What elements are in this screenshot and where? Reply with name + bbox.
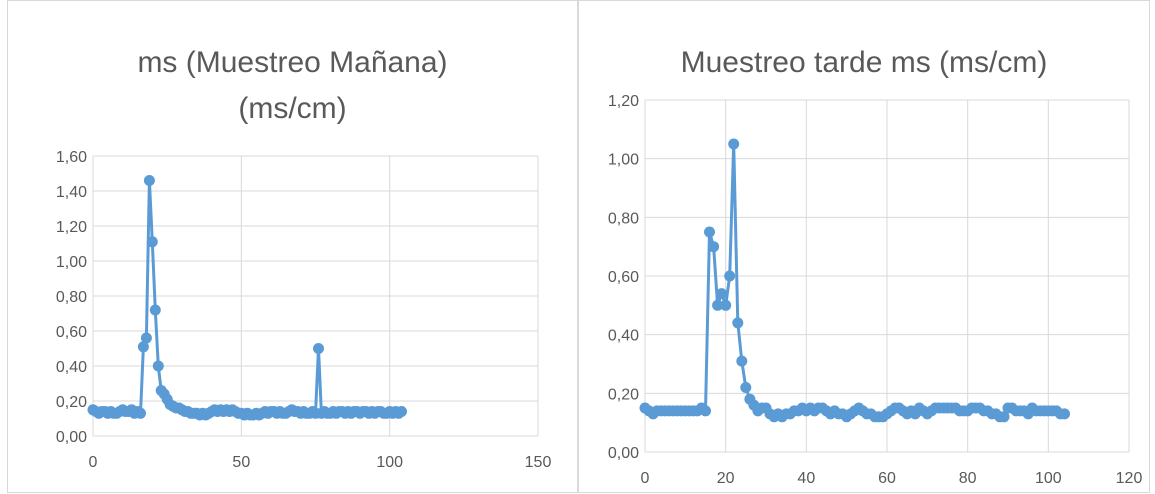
data-point <box>724 270 736 282</box>
data-point <box>728 138 740 150</box>
data-point <box>732 317 744 329</box>
series-line <box>92 179 403 417</box>
data-point <box>700 405 711 417</box>
y-tick-label: 0,20 <box>608 386 639 403</box>
x-tick-label: 0 <box>89 454 98 471</box>
series-line <box>644 142 1065 419</box>
data-point <box>740 382 752 393</box>
x-tick-label: 150 <box>525 454 552 471</box>
x-tick-label: 80 <box>959 470 977 487</box>
chart-panel-morning: ms (Muestreo Mañana) (ms/cm) 0,00 0,20 0,4… <box>7 0 578 493</box>
data-point <box>716 288 728 300</box>
chart-title-line1: ms (Muestreo Mañana) <box>137 46 448 79</box>
x-tick-label: 100 <box>376 454 403 471</box>
chart-title: Muestreo tarde ms (ms/cm) <box>680 46 1048 79</box>
data-point <box>135 407 146 419</box>
y-tick-label: 0,80 <box>56 289 87 306</box>
data-point <box>152 360 164 372</box>
data-point <box>146 236 158 248</box>
x-tick-label: 120 <box>1116 470 1143 487</box>
y-tick-label: 0,40 <box>608 328 639 345</box>
chart-plot-afternoon: 0,00 0,20 0,40 0,60 0,80 1,00 1,20 0 20 40 60 80 100… <box>608 93 1143 487</box>
data-point <box>140 332 152 344</box>
data-point <box>396 406 407 417</box>
y-tick-label: 0,60 <box>608 269 639 286</box>
y-tick-label: 1,00 <box>56 254 87 271</box>
data-point <box>708 241 720 253</box>
x-tick-label: 50 <box>232 454 250 471</box>
data-point <box>704 226 715 238</box>
y-tick-label: 0,40 <box>56 359 87 376</box>
y-tick-label: 1,60 <box>56 149 87 166</box>
chart-plot-morning: 0,00 0,20 0,40 0,60 0,80 1,00 1,20 1,40 1,60 0 50 1… <box>56 149 552 471</box>
y-tick-label: 0,00 <box>608 445 639 462</box>
data-point <box>720 299 732 311</box>
data-point <box>143 175 155 186</box>
y-tick-label: 1,00 <box>608 152 639 169</box>
data-point <box>137 341 149 353</box>
y-tick-label: 1,20 <box>56 219 87 236</box>
data-point <box>736 355 748 367</box>
chart-panel-afternoon: Muestreo tarde ms (ms/cm) 0,00 0,20 0,40 0,… <box>578 0 1150 493</box>
data-point <box>1059 408 1070 420</box>
x-tick-label: 40 <box>797 470 815 487</box>
x-tick-label: 0 <box>641 470 650 487</box>
data-point <box>712 299 724 311</box>
y-tick-label: 0,80 <box>608 210 639 227</box>
data-point <box>313 343 324 354</box>
y-tick-label: 0,60 <box>56 324 87 341</box>
y-tick-label: 1,40 <box>56 184 87 201</box>
data-point <box>149 304 161 316</box>
y-tick-label: 0,00 <box>56 429 87 446</box>
y-tick-label: 0,20 <box>56 394 87 411</box>
y-tick-label: 1,20 <box>608 93 639 110</box>
data-point <box>998 411 1010 423</box>
x-tick-label: 20 <box>717 470 735 487</box>
chart-title-line2: (ms/cm) <box>238 92 347 125</box>
x-tick-label: 100 <box>1035 470 1062 487</box>
x-tick-label: 60 <box>878 470 896 487</box>
